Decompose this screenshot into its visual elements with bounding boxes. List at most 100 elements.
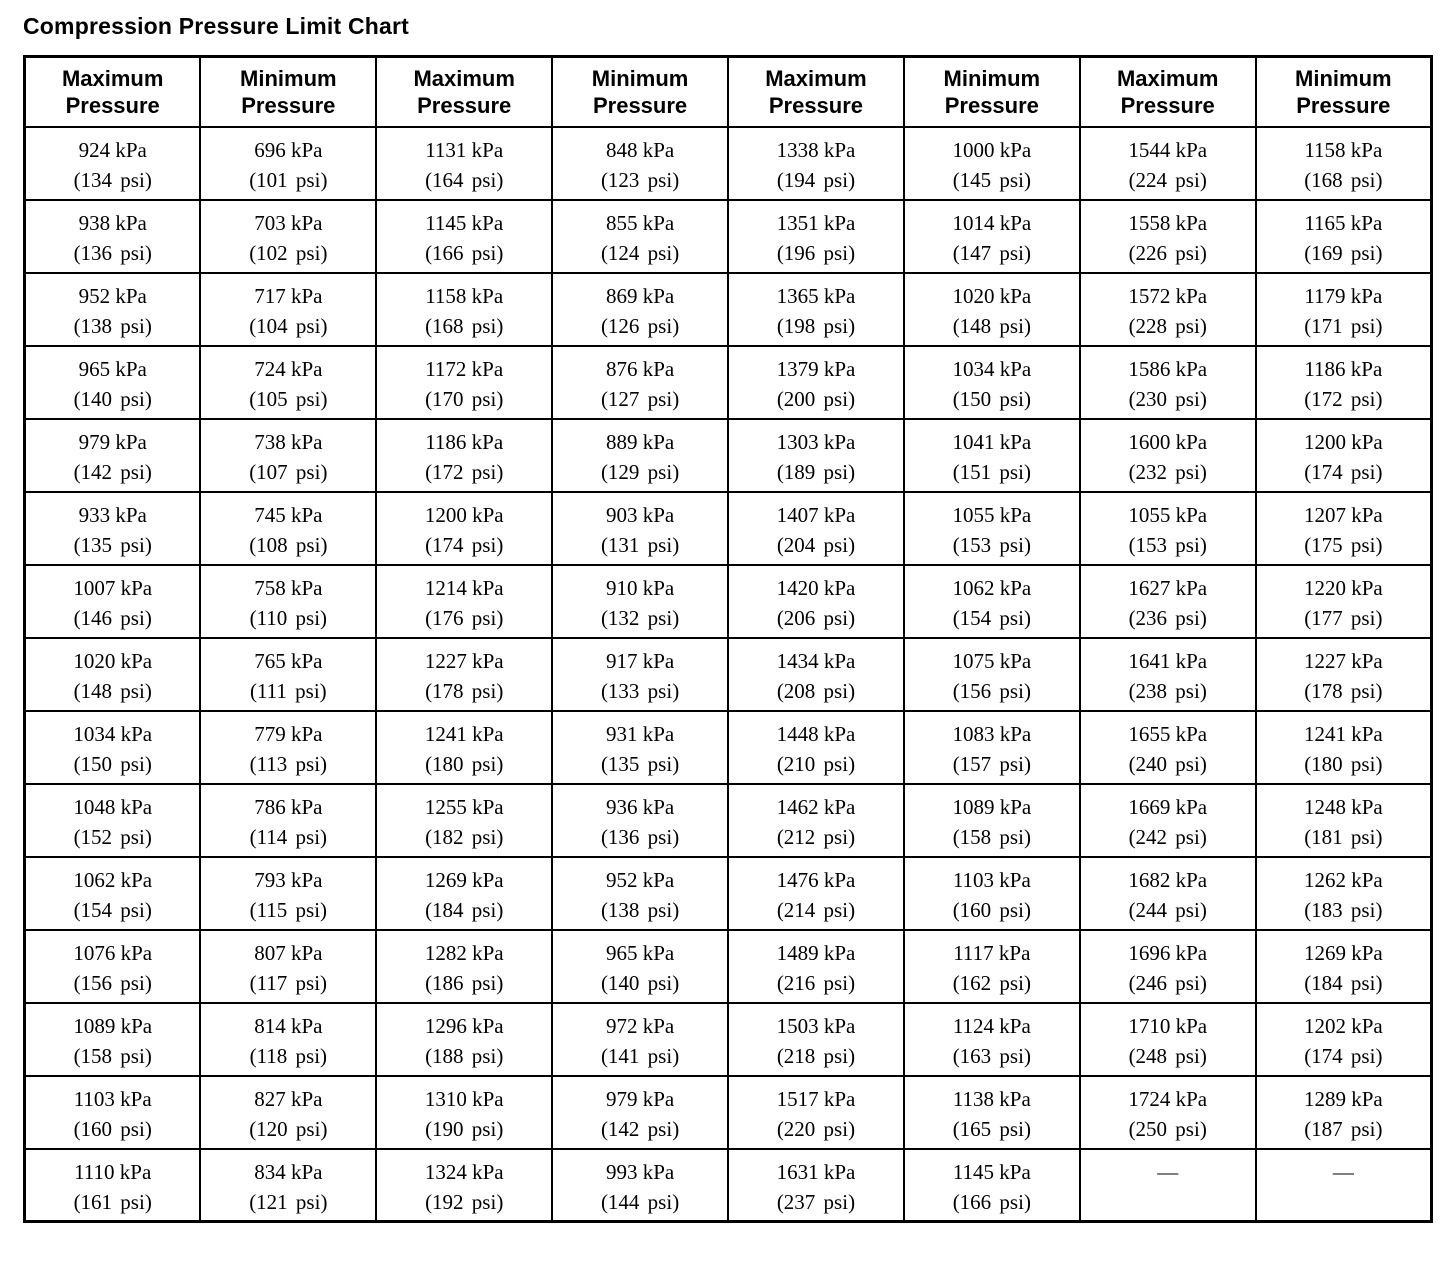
pressure-cell: 903 kPa (131 psi) [551,490,729,566]
psi-value: (171 psi) [1304,313,1383,338]
pressure-cell: 1269 kPa (184 psi) [1254,928,1433,1004]
psi-value: (151 psi) [952,459,1031,484]
psi-value: (124 psi) [600,240,680,265]
kpa-value: 1627 kPa [1128,575,1208,600]
column-header-line: Pressure [65,92,160,118]
pressure-cell: 1158 kPa (168 psi) [375,271,554,347]
pressure-cell: — [1078,1147,1257,1223]
pressure-cell: 1600 kPa (232 psi) [1078,417,1257,493]
kpa-value: 1117 kPa [953,940,1031,965]
psi-value: (136 psi) [600,824,680,849]
psi-value: (169 psi) [1304,240,1383,265]
psi-value: (218 psi) [776,1043,856,1068]
kpa-value: 979 kPa [78,429,147,454]
pressure-cell: 1055 kPa (153 psi) [1078,490,1257,566]
psi-value: (196 psi) [776,240,856,265]
psi-value: (168 psi) [1304,167,1383,192]
psi-value: (240 psi) [1128,751,1207,776]
psi-value: (118 psi) [249,1043,328,1068]
pressure-cell: 1131 kPa (164 psi) [375,125,554,201]
kpa-value: 1420 kPa [776,575,856,600]
pressure-cell: 786 kPa (114 psi) [199,782,378,858]
psi-value: (153 psi) [952,532,1031,557]
pressure-cell: 765 kPa (111 psi) [199,636,378,712]
kpa-value: 1075 kPa [952,648,1032,673]
kpa-value: 910 kPa [605,575,675,600]
kpa-value: 1103 kPa [952,867,1031,892]
kpa-value: 1055 kPa [1128,502,1208,527]
pressure-cell: 1324 kPa (192 psi) [375,1147,554,1223]
pressure-cell: 1241 kPa (180 psi) [1254,709,1433,785]
pressure-cell: 1262 kPa (183 psi) [1254,855,1433,931]
pressure-cell: 717 kPa (104 psi) [199,271,378,347]
psi-value: (115 psi) [249,897,328,922]
pressure-cell: 965 kPa (140 psi) [551,928,729,1004]
pressure-cell: 1062 kPa (154 psi) [902,563,1081,639]
kpa-value: 965 kPa [605,940,675,965]
psi-value: (147 psi) [952,240,1031,265]
pressure-cell: 1172 kPa (170 psi) [375,344,554,420]
pressure-cell: 1241 kPa (180 psi) [375,709,554,785]
psi-value: (176 psi) [425,605,504,630]
psi-value: (152 psi) [73,824,152,849]
kpa-value: 924 kPa [78,137,147,162]
header-row: Maximum Pressure Minimum Pressure Maximum Pre… [23,55,1433,128]
kpa-value: 1145 kPa [425,210,504,235]
psi-value: (192 psi) [425,1189,504,1214]
column-header-line: Pressure [1120,92,1215,118]
column-header-line: Pressure [768,92,864,118]
pressure-cell: 1103 kPa (160 psi) [902,855,1081,931]
kpa-value: 1248 kPa [1303,794,1383,819]
psi-value: (174 psi) [1304,459,1383,484]
kpa-value: 1055 kPa [952,502,1032,527]
psi-value: (224 psi) [1128,167,1207,192]
kpa-value: — [1332,1159,1354,1184]
kpa-value: 1227 kPa [424,648,504,673]
kpa-value: 1669 kPa [1128,794,1208,819]
pressure-cell: 1186 kPa (172 psi) [375,417,554,493]
psi-value: (189 psi) [776,459,856,484]
psi-value: (194 psi) [776,167,856,192]
psi-value: (242 psi) [1128,824,1207,849]
pressure-cell: 979 kPa (142 psi) [551,1074,729,1150]
column-header-line: Minimum [591,65,689,91]
psi-value: (146 psi) [73,605,152,630]
kpa-value: — [1157,1159,1179,1184]
column-header: Maximum Pressure [727,55,905,128]
pressure-cell: 1296 kPa (188 psi) [375,1001,554,1077]
column-header-line: Pressure [944,92,1039,118]
psi-value: (127 psi) [600,386,680,411]
kpa-value: 1572 kPa [1128,283,1208,308]
table-row: 1007 kPa (146 psi) 758 kPa (110 psi) 1214 kP… [23,563,1433,639]
pressure-cell: 1041 kPa (151 psi) [902,417,1081,493]
psi-value: (157 psi) [952,751,1031,776]
kpa-value: 1489 kPa [776,940,856,965]
kpa-value: 876 kPa [605,356,675,381]
psi-value: (135 psi) [73,532,152,557]
kpa-value: 848 kPa [605,137,675,162]
pressure-cell: 952 kPa (138 psi) [23,271,202,347]
table-row: 979 kPa (142 psi) 738 kPa (107 psi) 1186 kPa… [23,417,1433,493]
psi-value: (184 psi) [1304,970,1383,995]
psi-value: (238 psi) [1128,678,1207,703]
pressure-cell: 1379 kPa (200 psi) [727,344,905,420]
psi-value: (113 psi) [249,751,328,776]
kpa-value: 1048 kPa [73,794,153,819]
pressure-cell: 1682 kPa (244 psi) [1078,855,1257,931]
psi-value: (206 psi) [776,605,856,630]
kpa-value: 965 kPa [78,356,147,381]
pressure-cell: 869 kPa (126 psi) [551,271,729,347]
psi-value: (230 psi) [1128,386,1207,411]
pressure-cell: 1186 kPa (172 psi) [1254,344,1433,420]
kpa-value: 1365 kPa [776,283,856,308]
psi-value: (131 psi) [600,532,680,557]
column-header: Minimum Pressure [199,55,378,128]
psi-value: (136 psi) [73,240,152,265]
pressure-cell: 1448 kPa (210 psi) [727,709,905,785]
psi-value: (104 psi) [249,313,328,338]
table-row: 952 kPa (138 psi) 717 kPa (104 psi) 1158 kPa… [23,271,1433,347]
psi-value: (236 psi) [1128,605,1207,630]
pressure-cell: 933 kPa (135 psi) [23,490,202,566]
kpa-value: 1214 kPa [424,575,504,600]
kpa-value: 1289 kPa [1303,1086,1383,1111]
